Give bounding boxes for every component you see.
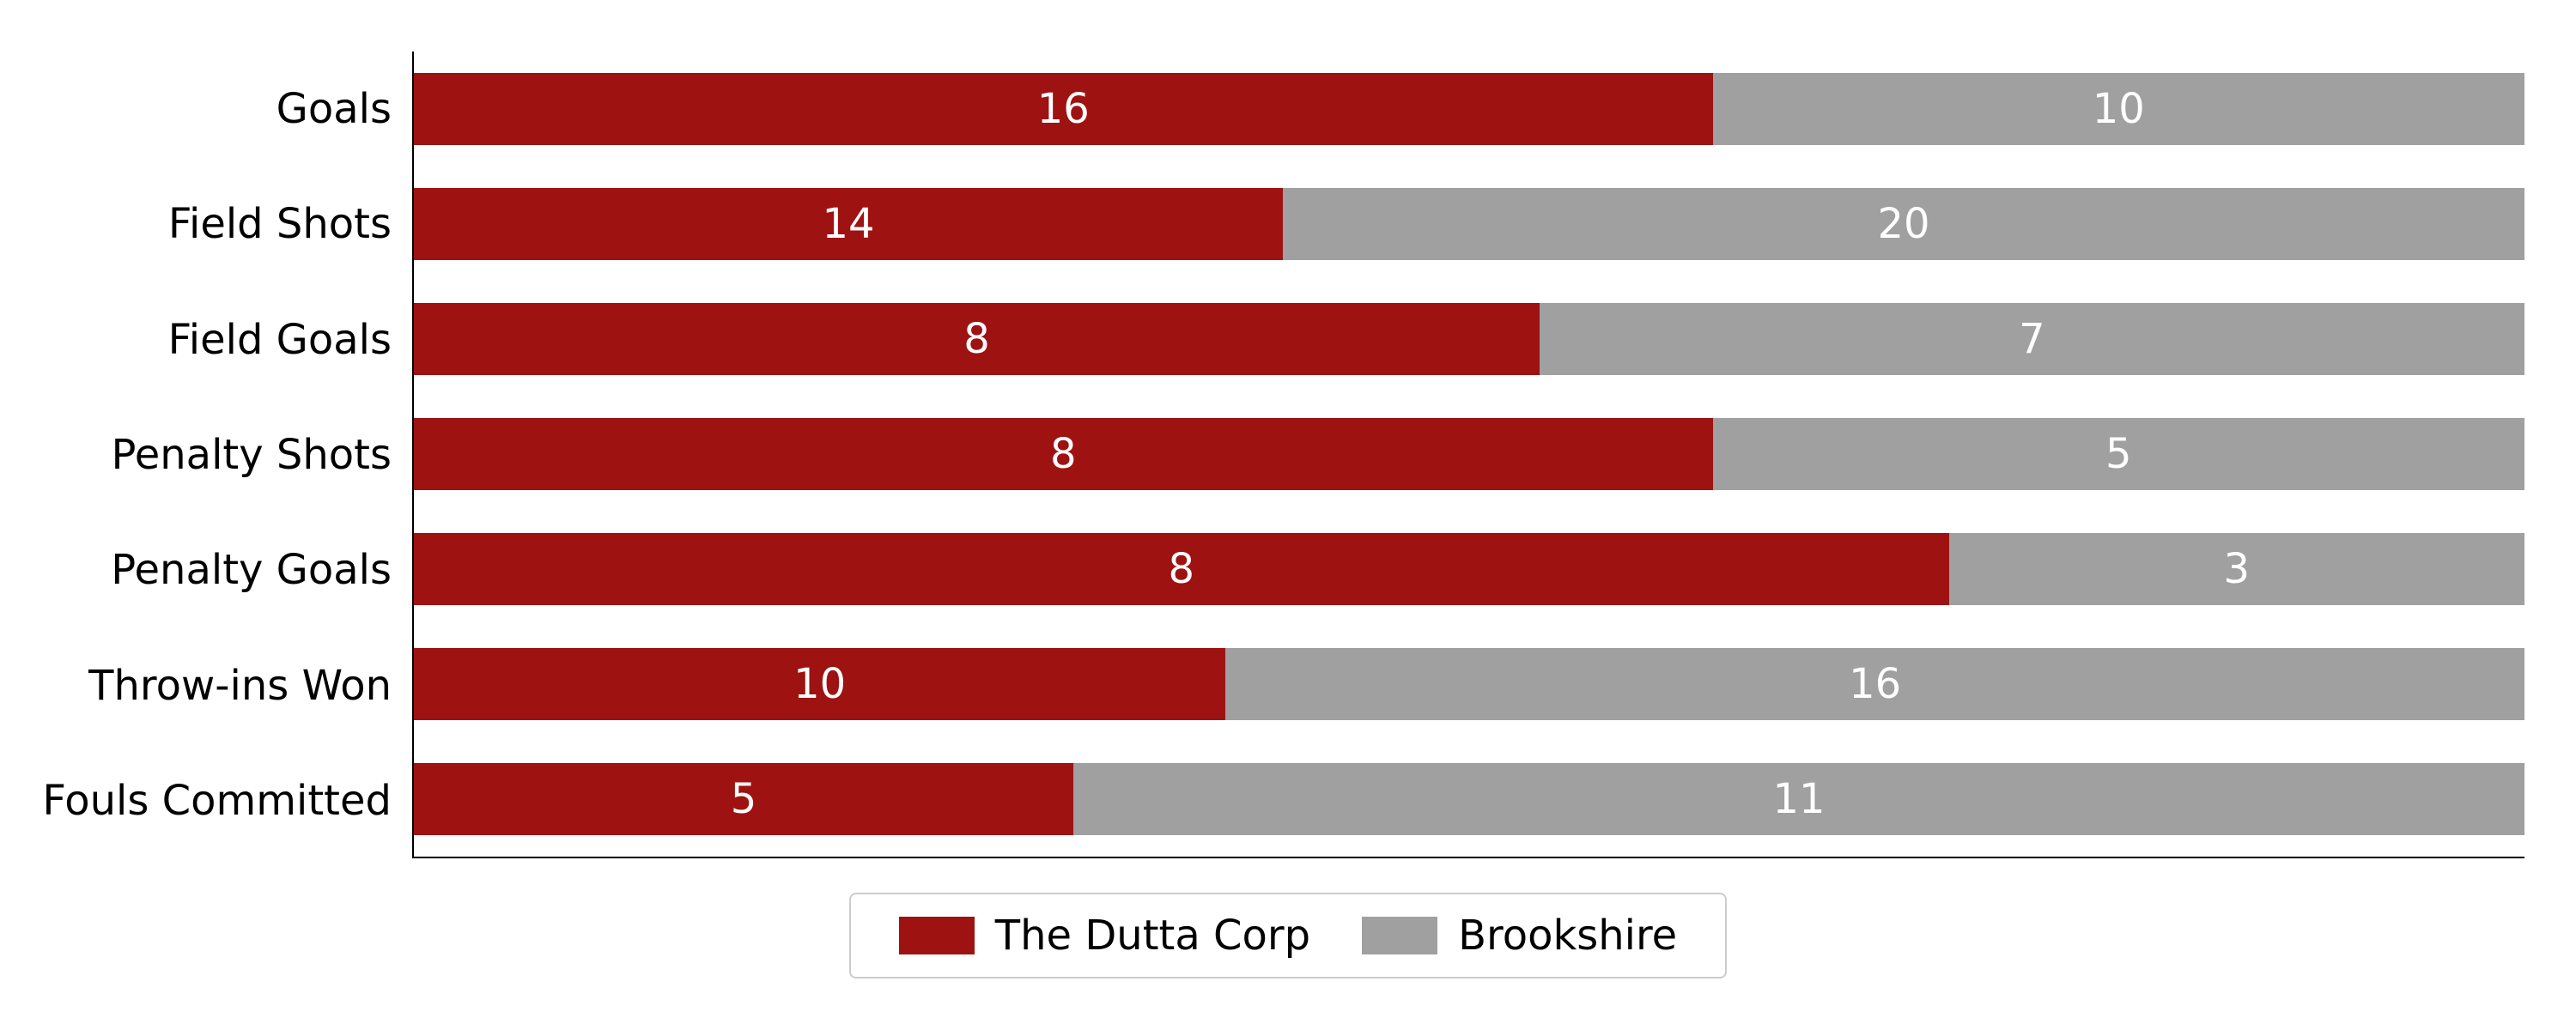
bar-row: 83	[414, 533, 2524, 605]
bar-segment: 20	[1283, 188, 2524, 260]
bar-segment: 10	[1713, 73, 2524, 145]
category-label: Field Goals	[168, 319, 392, 360]
bar-segment: 10	[414, 648, 1225, 720]
bar-segment: 11	[1073, 763, 2524, 835]
legend-label: The Dutta Corp	[995, 912, 1310, 960]
bar-segment: 16	[414, 73, 1713, 145]
plot-area: Goals Field Shots Field Goals Penalty Shots…	[52, 52, 2524, 858]
category-label: Field Shots	[168, 203, 392, 245]
legend-item: The Dutta Corp	[899, 912, 1310, 960]
bar-row: 85	[414, 418, 2524, 490]
bars-zone: 161014208785831016511	[412, 52, 2524, 858]
bar-row: 1610	[414, 73, 2524, 145]
bar-segment: 5	[1713, 418, 2524, 490]
legend: The Dutta Corp Brookshire	[849, 893, 1727, 978]
legend-swatch	[899, 917, 975, 954]
category-label: Penalty Shots	[111, 434, 392, 476]
bar-segment: 8	[414, 303, 1540, 375]
category-label: Fouls Committed	[42, 780, 392, 821]
category-axis-labels: Goals Field Shots Field Goals Penalty Shots…	[52, 52, 412, 858]
bar-segment: 8	[414, 418, 1713, 490]
legend-label: Brookshire	[1458, 912, 1677, 960]
bar-row: 511	[414, 763, 2524, 835]
bar-segment: 14	[414, 188, 1283, 260]
category-label: Penalty Goals	[111, 549, 392, 591]
bar-segment: 16	[1225, 648, 2524, 720]
bar-segment: 8	[414, 533, 1949, 605]
stats-comparison-chart: Goals Field Shots Field Goals Penalty Shots…	[0, 0, 2576, 1030]
bar-segment: 7	[1540, 303, 2524, 375]
category-label: Goals	[276, 88, 392, 130]
bar-row: 87	[414, 303, 2524, 375]
category-label: Throw-ins Won	[88, 665, 392, 706]
bar-row: 1420	[414, 188, 2524, 260]
legend-swatch	[1362, 917, 1437, 954]
bar-segment: 3	[1949, 533, 2524, 605]
bar-segment: 5	[414, 763, 1073, 835]
legend-item: Brookshire	[1362, 912, 1677, 960]
bar-row: 1016	[414, 648, 2524, 720]
